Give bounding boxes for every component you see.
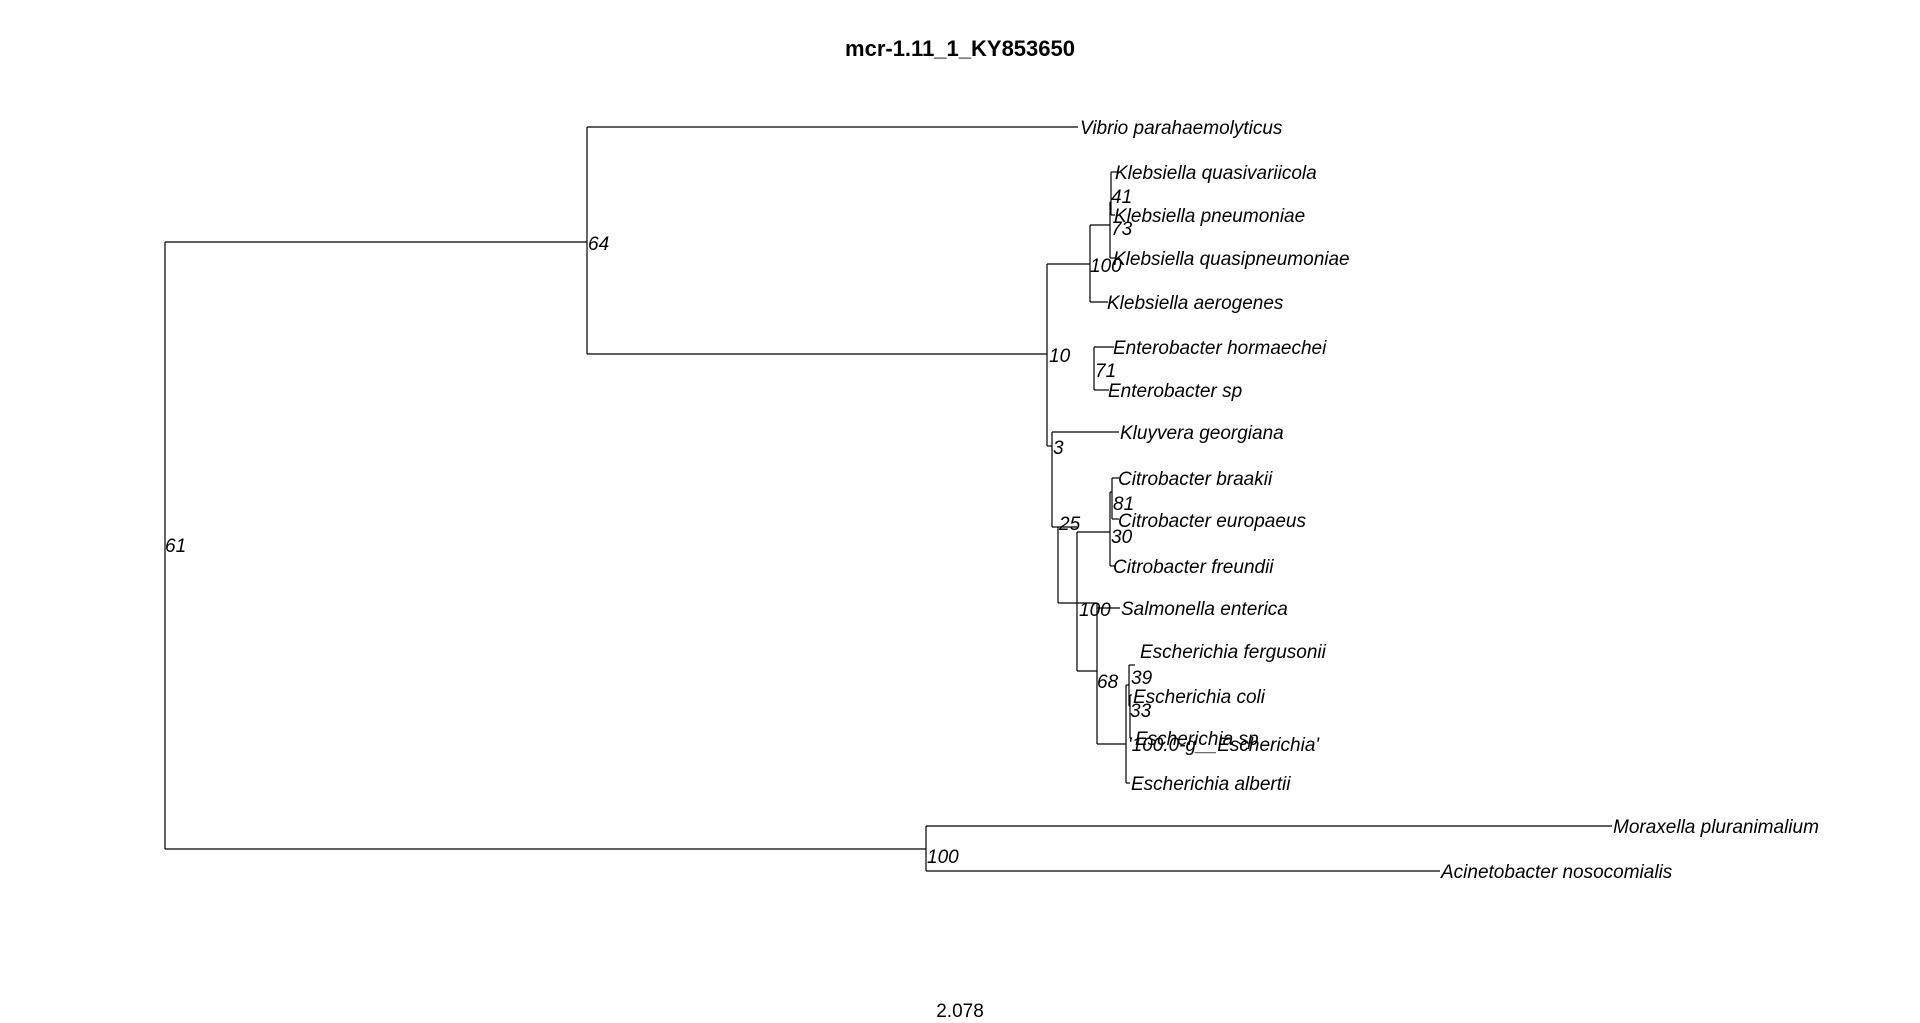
node-label: 64	[588, 234, 609, 255]
page-title: mcr-1.11_1_KY853650	[845, 36, 1075, 61]
tip-label: Escherichia sp	[1135, 729, 1259, 750]
tip-label: Citrobacter europaeus	[1118, 511, 1306, 532]
tip-label: Moraxella pluranimalium	[1613, 817, 1819, 838]
tip-label: Escherichia fergusonii	[1140, 642, 1327, 663]
tip-label: Kluyvera georgiana	[1120, 423, 1284, 444]
tip-label: '100.0-g__Escherichia'	[1128, 735, 1320, 756]
node-label: 30	[1111, 527, 1133, 548]
node-label: 100	[1090, 256, 1122, 277]
node-label: 3	[1053, 438, 1064, 459]
tip-label: Salmonella enterica	[1121, 599, 1288, 620]
tip-label: Klebsiella pneumoniae	[1114, 206, 1305, 227]
node-label: 39	[1131, 668, 1153, 689]
scale-label: 2.078	[936, 1001, 984, 1022]
tip-labels: Vibrio parahaemolyticus Klebsiella quasi…	[1080, 118, 1819, 883]
tip-label: Escherichia coli	[1133, 687, 1266, 708]
tip-label: Klebsiella quasipneumoniae	[1113, 249, 1350, 270]
tip-label: Vibrio parahaemolyticus	[1080, 118, 1283, 139]
node-label: 61	[165, 536, 186, 557]
node-label: 33	[1130, 701, 1152, 722]
tree-branches	[164, 126, 1612, 872]
tip-label: Escherichia albertii	[1131, 774, 1291, 795]
node-label: 73	[1111, 219, 1133, 240]
node-label: 81	[1113, 494, 1134, 515]
node-label: 100	[1079, 600, 1111, 621]
node-label: 100	[927, 847, 959, 868]
tip-label: Klebsiella quasivariicola	[1115, 163, 1317, 184]
node-label: 41	[1111, 187, 1132, 208]
tip-label: Enterobacter sp	[1108, 381, 1242, 402]
node-label: 25	[1058, 514, 1081, 535]
node-labels: 61 64 10 100 73 41 71 3 25 100 30 81 68 …	[165, 187, 1153, 868]
tip-label: Citrobacter braakii	[1118, 469, 1273, 490]
tip-label: Enterobacter hormaechei	[1113, 338, 1327, 359]
tip-label: Citrobacter freundii	[1113, 557, 1274, 578]
node-label: 10	[1049, 346, 1071, 367]
node-label: 71	[1095, 361, 1116, 382]
tip-label: Acinetobacter nosocomialis	[1440, 862, 1673, 883]
tip-label: Klebsiella aerogenes	[1107, 293, 1284, 314]
node-label: 68	[1097, 672, 1119, 693]
